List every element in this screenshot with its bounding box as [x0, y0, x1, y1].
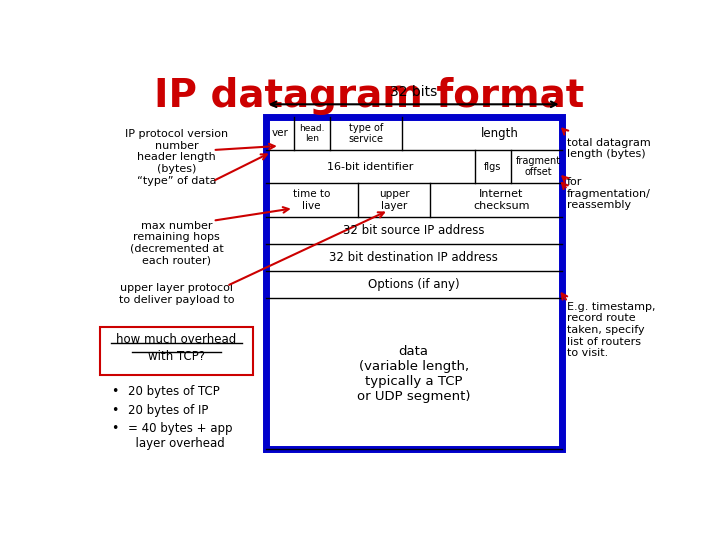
Text: 32 bit source IP address: 32 bit source IP address — [343, 224, 485, 237]
Text: 32 bit destination IP address: 32 bit destination IP address — [329, 251, 498, 264]
Text: •: • — [111, 404, 119, 417]
Text: 20 bytes of IP: 20 bytes of IP — [128, 404, 208, 417]
Text: •: • — [111, 385, 119, 398]
Text: data
(variable length,
typically a TCP
or UDP segment): data (variable length, typically a TCP o… — [357, 345, 470, 402]
Text: for
fragmentation/
reassembly: for fragmentation/ reassembly — [567, 177, 651, 210]
Text: Internet
checksum: Internet checksum — [473, 189, 529, 211]
Text: length: length — [481, 127, 519, 140]
Text: time to
live: time to live — [293, 189, 330, 211]
Text: IP protocol version
number
header length
(bytes)
“type” of data: IP protocol version number header length… — [125, 129, 228, 186]
Text: upper
layer: upper layer — [379, 189, 410, 211]
Text: E.g. timestamp,
record route
taken, specify
list of routers
to visit.: E.g. timestamp, record route taken, spec… — [567, 302, 656, 358]
Text: how much overhead
with TCP?: how much overhead with TCP? — [117, 333, 237, 363]
Text: 20 bytes of TCP: 20 bytes of TCP — [128, 385, 220, 398]
Text: flgs: flgs — [484, 161, 502, 172]
Text: max number
remaining hops
(decremented at
each router): max number remaining hops (decremented a… — [130, 221, 223, 266]
Text: Options (if any): Options (if any) — [368, 278, 459, 291]
Text: head.
len: head. len — [300, 124, 325, 143]
Text: 16-bit identifier: 16-bit identifier — [328, 161, 414, 172]
Text: •: • — [111, 422, 119, 435]
Text: = 40 bytes + app
  layer overhead: = 40 bytes + app layer overhead — [128, 422, 233, 450]
Text: type of
service: type of service — [348, 123, 384, 144]
Bar — [100, 327, 253, 375]
Text: upper layer protocol
to deliver payload to: upper layer protocol to deliver payload … — [119, 283, 234, 305]
Text: total datagram
length (bytes): total datagram length (bytes) — [567, 138, 651, 159]
Text: IP datagram format: IP datagram format — [154, 77, 584, 115]
Text: fragment
offset: fragment offset — [516, 156, 561, 178]
Bar — [266, 117, 562, 449]
Text: ver: ver — [271, 129, 288, 138]
Text: 32 bits: 32 bits — [390, 85, 437, 99]
